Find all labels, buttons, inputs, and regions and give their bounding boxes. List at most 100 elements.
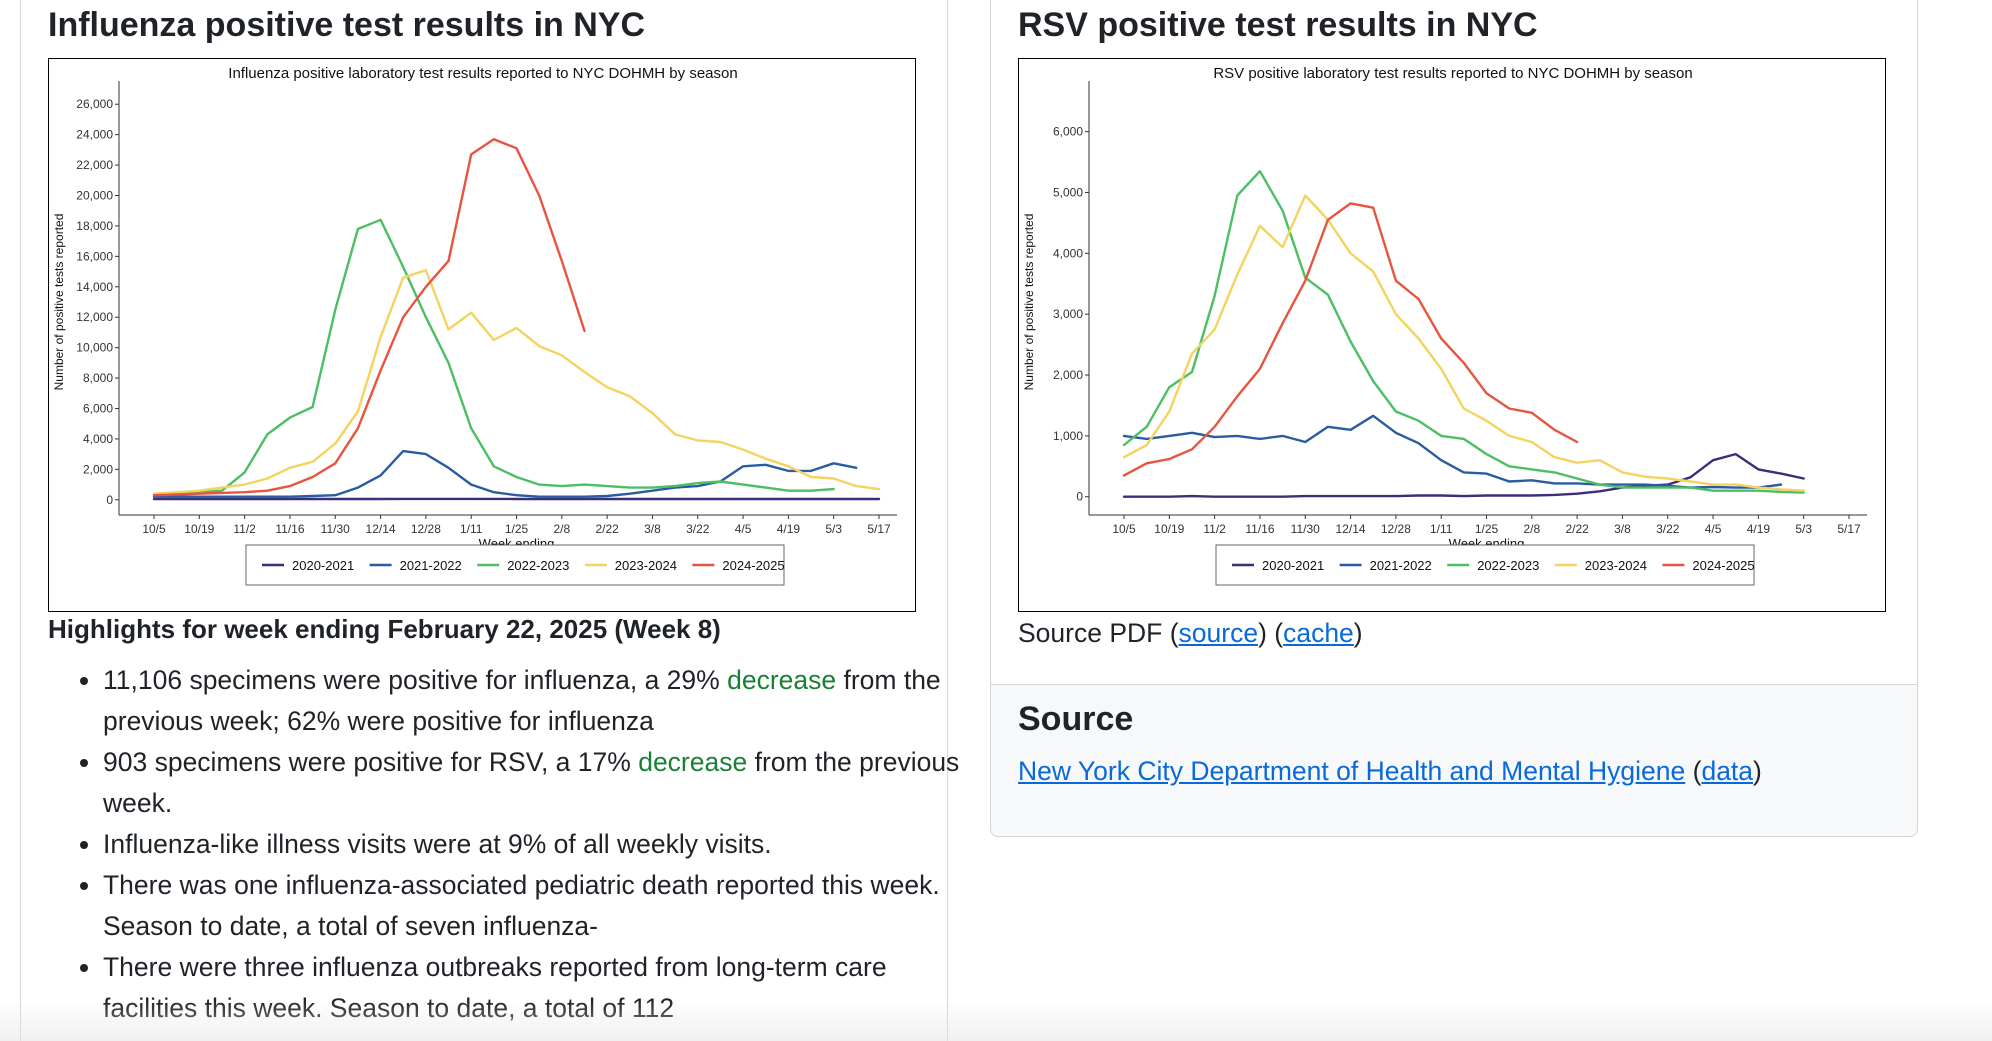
y-tick-label: 24,000	[76, 128, 113, 142]
x-tick-label: 5/17	[1837, 522, 1861, 536]
series-line-2022-2023	[152, 218, 835, 497]
y-tick-label: 18,000	[76, 219, 113, 233]
rsv-heading: RSV positive test results in NYC	[1018, 6, 1538, 44]
x-tick-label: 1/11	[460, 522, 483, 536]
x-tick-label: 11/16	[1245, 522, 1274, 536]
highlight-item: There was one influenza-associated pedia…	[103, 865, 983, 947]
source-link[interactable]: source	[1178, 618, 1259, 648]
x-tick-label: 5/3	[825, 522, 842, 536]
x-tick-label: 5/3	[1795, 522, 1812, 536]
series-line-2024-2025	[1122, 202, 1579, 477]
legend-label: 2021-2022	[1370, 558, 1432, 573]
org-close: )	[1753, 756, 1762, 786]
series-line-2022-2023	[1122, 170, 1805, 494]
highlight-item: 903 specimens were positive for RSV, a 1…	[103, 742, 983, 824]
x-tick-label: 10/5	[142, 522, 166, 536]
flu-chart: Influenza positive laboratory test resul…	[48, 58, 916, 612]
y-tick-label: 3,000	[1053, 307, 1083, 321]
rsv-chart-svg: RSV positive laboratory test results rep…	[1022, 65, 1867, 586]
x-tick-label: 1/11	[1430, 522, 1453, 536]
x-tick-label: 12/14	[1336, 522, 1366, 536]
highlight-item: Influenza-like illness visits were at 9%…	[103, 824, 983, 865]
rsv-chart: RSV positive laboratory test results rep…	[1018, 58, 1886, 612]
source-org-line: New York City Department of Health and M…	[1018, 756, 1762, 787]
y-tick-label: 12,000	[76, 310, 113, 324]
highlights-list: 11,106 specimens were positive for influ…	[48, 660, 983, 1029]
series-line-2024-2025	[152, 138, 586, 497]
legend-label: 2023-2024	[615, 558, 677, 573]
x-tick-label: 5/17	[867, 522, 891, 536]
series-line-2020-2021	[1122, 452, 1805, 498]
x-tick-label: 11/2	[1203, 522, 1226, 536]
x-tick-label: 2/8	[1523, 522, 1540, 536]
y-axis-label: Number of positive tests reported	[52, 214, 66, 391]
source-pdf-label: Source PDF (	[1018, 618, 1179, 648]
y-tick-label: 5,000	[1053, 185, 1083, 199]
y-tick-label: 6,000	[1053, 125, 1083, 139]
y-tick-label: 20,000	[76, 189, 113, 203]
x-tick-label: 11/30	[1291, 522, 1320, 536]
highlight-item: 11,106 specimens were positive for influ…	[103, 660, 983, 742]
x-tick-label: 2/22	[1565, 522, 1589, 536]
series-line-2023-2024	[152, 268, 881, 495]
x-tick-label: 3/8	[1614, 522, 1631, 536]
y-axis-label: Number of positive tests reported	[1022, 214, 1036, 391]
y-tick-label: 26,000	[76, 97, 113, 111]
bullet-text: from the previous week; 62% were positiv…	[103, 665, 941, 736]
flu-chart-svg: Influenza positive laboratory test resul…	[52, 65, 897, 586]
source-title: Source	[1018, 700, 1134, 738]
legend-label: 2020-2021	[1262, 558, 1324, 573]
bottom-fade	[0, 1000, 1992, 1041]
x-tick-label: 4/19	[1747, 522, 1771, 536]
source-sep: ) (	[1258, 618, 1284, 648]
org-link[interactable]: New York City Department of Health and M…	[1018, 756, 1686, 786]
y-tick-label: 8,000	[83, 371, 113, 385]
decrease-text: decrease	[638, 747, 748, 777]
x-tick-label: 12/28	[411, 522, 441, 536]
highlights-title: Highlights for week ending February 22, …	[48, 614, 721, 644]
legend-label: 2021-2022	[400, 558, 462, 573]
source-section	[990, 684, 1918, 837]
source-close: )	[1353, 618, 1363, 648]
y-tick-label: 4,000	[83, 432, 113, 446]
series-line-2021-2022	[152, 449, 858, 498]
org-open: (	[1685, 756, 1702, 786]
source-pdf-line: Source PDF (source) (cache)	[1018, 618, 1363, 649]
y-tick-label: 4,000	[1053, 246, 1083, 260]
y-tick-label: 16,000	[76, 249, 113, 263]
bullet-text: There was one influenza-associated pedia…	[103, 870, 940, 941]
series-line-2023-2024	[1122, 194, 1805, 492]
legend-label: 2023-2024	[1585, 558, 1647, 573]
x-tick-label: 11/16	[275, 522, 304, 536]
x-tick-label: 10/5	[1112, 522, 1136, 536]
x-tick-label: 1/25	[505, 522, 529, 536]
legend-label: 2024-2025	[722, 558, 784, 573]
legend-label: 2024-2025	[1692, 558, 1754, 573]
y-tick-label: 1,000	[1053, 429, 1083, 443]
chart-title: Influenza positive laboratory test resul…	[228, 65, 737, 82]
y-tick-label: 0	[1076, 490, 1083, 504]
data-link[interactable]: data	[1701, 756, 1754, 786]
x-tick-label: 10/19	[1154, 522, 1184, 536]
decrease-text: decrease	[727, 665, 837, 695]
legend-label: 2022-2023	[507, 558, 569, 573]
flu-heading: Influenza positive test results in NYC	[48, 6, 646, 44]
x-tick-label: 10/19	[184, 522, 214, 536]
x-tick-label: 12/14	[366, 522, 396, 536]
x-tick-label: 2/8	[553, 522, 570, 536]
x-tick-label: 1/25	[1475, 522, 1499, 536]
bullet-text: from the previous week.	[103, 747, 960, 818]
legend-label: 2020-2021	[292, 558, 354, 573]
cache-link[interactable]: cache	[1283, 618, 1354, 648]
series-line-2021-2022	[1122, 414, 1783, 489]
y-tick-label: 22,000	[76, 158, 113, 172]
bullet-text: Influenza-like illness visits were at 9%…	[103, 829, 772, 859]
y-tick-label: 2,000	[83, 462, 113, 476]
x-tick-label: 3/22	[686, 522, 710, 536]
y-tick-label: 6,000	[83, 402, 113, 416]
x-tick-label: 2/22	[595, 522, 619, 536]
y-tick-label: 10,000	[76, 341, 113, 355]
bullet-text: 11,106 specimens were positive for influ…	[103, 665, 728, 695]
y-tick-label: 14,000	[76, 280, 113, 294]
x-tick-label: 3/8	[644, 522, 661, 536]
